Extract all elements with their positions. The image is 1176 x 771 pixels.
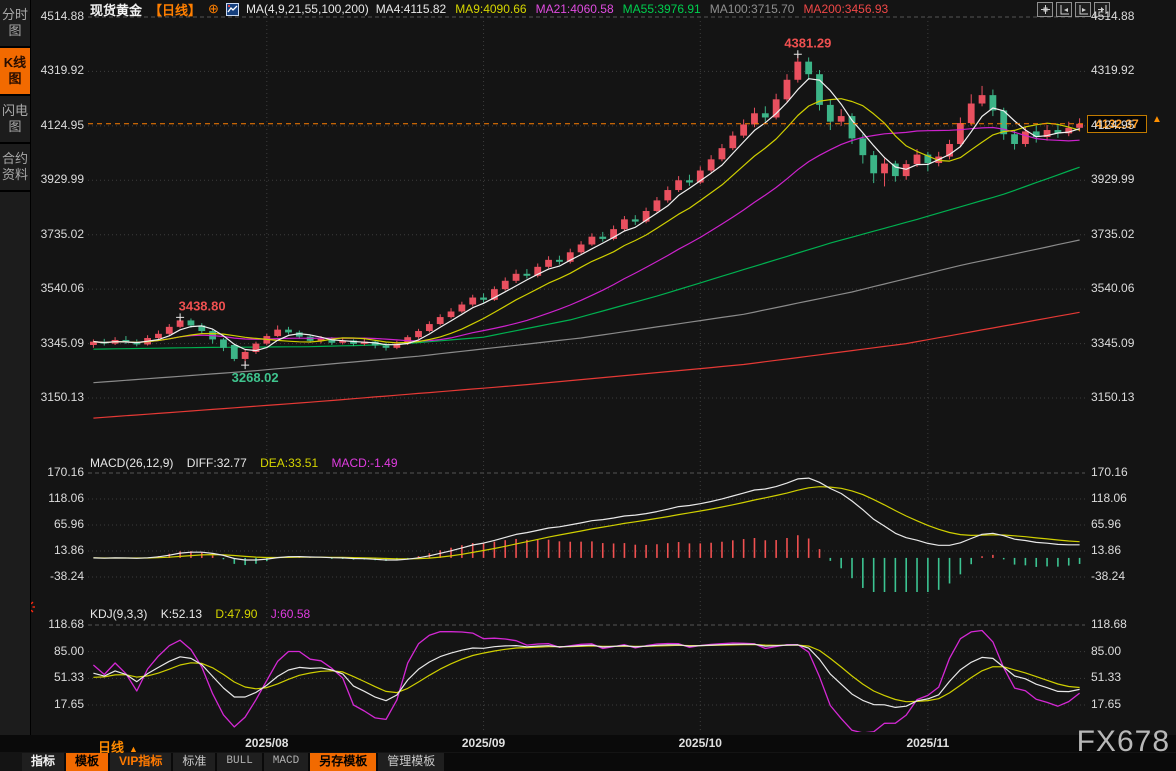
axis-label: 4124.95: [40, 117, 84, 132]
toolbar-tab-1[interactable]: 模板: [66, 753, 109, 771]
ma-legend: MA4:4115.82 MA9:4090.66 MA21:4060.58 MA55:3…: [376, 2, 897, 16]
axis-label: 3735.02: [40, 226, 84, 241]
toolbar-tab-3[interactable]: 标准: [173, 753, 216, 771]
scroll-right-icon[interactable]: [1075, 2, 1091, 17]
kdj-k-value: K:52.13: [160, 607, 203, 621]
ma-params-label: MA(4,9,21,55,100,200): [245, 2, 369, 16]
x-axis: 2025/08 2025/09 2025/10 2025/11: [0, 735, 1176, 752]
sidebar-tab-3[interactable]: 合约资料: [0, 144, 30, 192]
sidebar: 分时图 K线图 闪电图 合约资料: [0, 0, 31, 735]
axis-label: 118.06: [1091, 491, 1127, 505]
axis-label: 3735.02: [1091, 226, 1135, 241]
chevron-up-icon: ▲: [129, 744, 138, 754]
axis-label: 13.86: [53, 543, 84, 557]
axis-label: 65.96: [53, 517, 84, 531]
kdj-header: KDJ(9,3,3) K:52.13 D:47.90 J:60.58: [90, 607, 320, 621]
axis-label: 3540.06: [1091, 281, 1135, 296]
price-up-arrow-icon: ▲: [1152, 113, 1162, 125]
kdj-params-label: KDJ(9,3,3): [90, 607, 148, 621]
axis-label: 51.33: [1091, 670, 1122, 685]
x-axis-tick: 2025/09: [461, 736, 506, 750]
axis-label: 3150.13: [1091, 390, 1135, 404]
svg-text:3268.02: 3268.02: [232, 370, 279, 385]
toolbar-tab-5[interactable]: MACD: [263, 753, 309, 771]
axis-label: 17.65: [53, 697, 84, 711]
scroll-left-icon[interactable]: [1056, 2, 1072, 17]
x-axis-tick: 2025/11: [906, 736, 950, 750]
ma-legend-item: MA4:4115.82: [375, 2, 447, 16]
jump-latest-icon[interactable]: [1094, 2, 1110, 17]
axis-label: 65.96: [1091, 517, 1122, 531]
axis-label: 85.00: [1091, 643, 1122, 658]
x-axis-tick: 2025/10: [678, 736, 722, 750]
ma-legend-item: MA21:4060.58: [535, 2, 614, 16]
chart-header: 现货黄金 【日线】 ⊕ MA(4,9,21,55,100,200) MA4:41…: [90, 1, 897, 18]
symbol-title: 现货黄金: [90, 2, 143, 18]
axis-label: 13.86: [1091, 543, 1122, 557]
period-label: 日线: [98, 740, 125, 755]
ma-legend-item: MA100:3715.70: [709, 2, 795, 16]
axis-label: 3929.99: [1091, 172, 1135, 187]
axis-label: 4319.92: [40, 63, 84, 78]
axis-label: 118.68: [1091, 617, 1127, 631]
axis-label: 118.68: [48, 617, 84, 631]
macd-params-label: MACD(26,12,9): [90, 456, 174, 470]
axis-label: 3345.09: [1091, 335, 1135, 350]
axis-label: 170.16: [1091, 465, 1128, 479]
axis-label: 3540.06: [40, 281, 84, 296]
current-price-tag: 4132.37: [1087, 114, 1147, 133]
axis-label: 4514.88: [40, 9, 84, 23]
toolbar-tab-2[interactable]: VIP指标: [110, 753, 172, 771]
macd-header: MACD(26,12,9) DIFF:32.77 DEA:33.51 MACD:…: [90, 456, 408, 470]
axis-label: 4514.88: [1091, 9, 1135, 23]
sidebar-tab-2[interactable]: 闪电图: [0, 96, 30, 144]
axis-label: 170.16: [47, 465, 84, 479]
period-selector-button[interactable]: 日线 ▲: [98, 737, 138, 756]
move-icon[interactable]: [1037, 2, 1053, 17]
axis-label: 51.33: [53, 670, 84, 685]
period-tag: 【日线】: [149, 2, 202, 18]
sidebar-tab-0[interactable]: 分时图: [0, 0, 30, 48]
toolbar-tab-7[interactable]: 管理模板: [378, 753, 445, 771]
toolbar-tab-4[interactable]: BULL: [217, 753, 262, 771]
macd-value: MACD:-1.49: [331, 456, 398, 470]
bottom-toolbar: 指标 模板 VIP指标 标准 BULL MACD 另存模板 管理模板: [22, 753, 1176, 771]
axis-label: 85.00: [53, 643, 84, 658]
kdj-d-value: D:47.90: [215, 607, 258, 621]
watermark: FX678: [1076, 725, 1170, 758]
add-indicator-icon[interactable]: ⊕: [208, 1, 219, 16]
axis-label: 3150.13: [40, 390, 84, 404]
mini-chart-icon[interactable]: [225, 2, 239, 16]
ma-legend-item: MA55:3976.91: [622, 2, 701, 16]
ma-legend-item: MA9:4090.66: [455, 2, 527, 16]
kdj-j-value: J:60.58: [270, 607, 311, 621]
svg-text:3438.80: 3438.80: [179, 298, 226, 313]
macd-diff-value: DIFF:32.77: [186, 456, 247, 470]
x-axis-tick: 2025/08: [245, 736, 289, 750]
sidebar-tab-1[interactable]: K线图: [0, 48, 30, 96]
axis-label: 3345.09: [40, 335, 84, 350]
chart-toolbar: [1037, 2, 1110, 17]
svg-text:4381.29: 4381.29: [784, 35, 831, 50]
axis-label: -38.24: [1091, 569, 1126, 583]
axis-label: 3929.99: [40, 172, 84, 187]
toolbar-tab-0[interactable]: 指标: [22, 753, 65, 771]
axis-label: 4319.92: [1091, 63, 1135, 78]
ma-legend-item: MA200:3456.93: [803, 2, 889, 16]
axis-label: 118.06: [48, 491, 84, 505]
toolbar-tab-6[interactable]: 另存模板: [310, 753, 377, 771]
axis-label: -38.24: [49, 569, 84, 583]
axis-label: 17.65: [1091, 697, 1122, 711]
macd-dea-value: DEA:33.51: [260, 456, 319, 470]
axis-label: 4124.95: [1091, 117, 1135, 132]
